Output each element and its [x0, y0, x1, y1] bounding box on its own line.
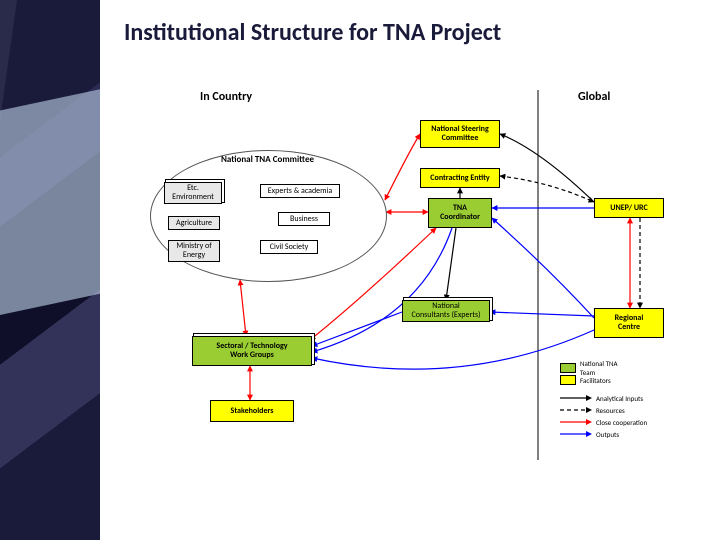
slide-title: Institutional Structure for TNA Project	[100, 0, 720, 47]
node-national-consultants: NationalConsultants (Experts)	[402, 300, 490, 322]
node-unep-urc: UNEP/ URC	[594, 198, 664, 218]
org-diagram: In Country Global National TNA Committee…	[120, 90, 700, 490]
node-tna-coordinator: TNACoordinator	[428, 198, 492, 228]
node-experts-academia: Experts & academia	[260, 184, 340, 198]
node-business: Business	[278, 212, 330, 226]
legend: National TNATeamFacilitatorsAnalytical I…	[560, 362, 647, 440]
node-ministry-environment: Etc.Environment	[164, 182, 222, 204]
node-national-steering-committee: National SteeringCommittee	[420, 120, 500, 148]
node-stakeholders: Stakeholders	[210, 400, 294, 422]
heading-global: Global	[578, 90, 610, 104]
national-tna-committee-label: National TNA Committee	[213, 154, 323, 165]
node-ministry-agriculture: Agriculture	[168, 216, 220, 230]
node-ministry-energy: Ministry ofEnergy	[168, 240, 220, 262]
slide-body: Institutional Structure for TNA Project …	[100, 0, 720, 540]
node-civil-society: Civil Society	[260, 240, 318, 254]
node-contracting-entity: Contracting Entity	[420, 168, 500, 188]
heading-in-country: In Country	[200, 90, 252, 104]
node-sectoral-work-groups: Sectoral / TechnologyWork Groups	[192, 336, 312, 366]
slide-background-decoration	[0, 0, 100, 540]
node-regional-centre: RegionalCentre	[594, 308, 664, 338]
